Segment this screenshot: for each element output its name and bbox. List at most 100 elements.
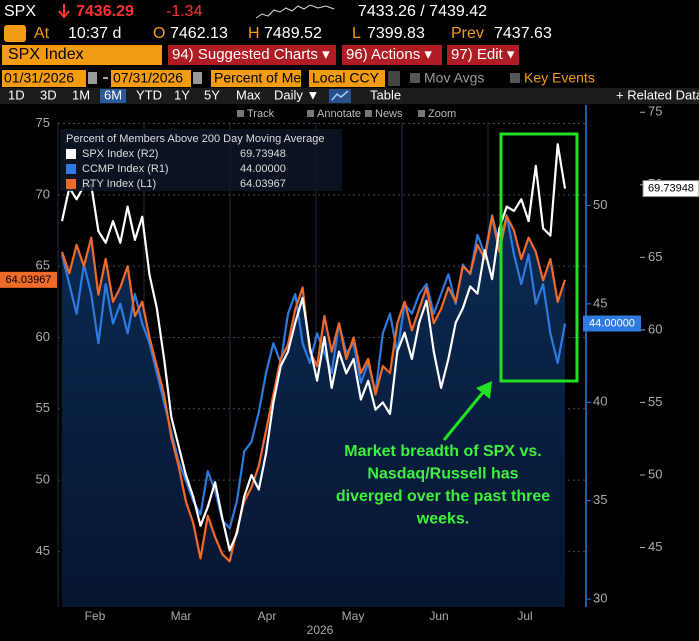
menu-button[interactable]	[168, 45, 336, 65]
y2-tick-label: 40	[593, 394, 607, 409]
prev-label: Prev	[451, 25, 484, 42]
legend-box	[60, 129, 342, 191]
period-button[interactable]: 5Y	[204, 87, 220, 102]
highlight-box	[499, 132, 579, 383]
annotation-arrow	[442, 389, 487, 441]
y3-tick-label: 65	[648, 249, 662, 264]
open: 7462.13	[170, 25, 228, 42]
y3-tick-label: 60	[648, 321, 662, 336]
tool-icon	[307, 110, 314, 117]
period-button[interactable]: Max	[236, 87, 261, 102]
series-line	[60, 214, 567, 530]
legend-label: SPX Index (R2)	[82, 148, 158, 160]
y2-tick-label: 45	[593, 295, 607, 310]
legend-title: Percent of Members Above 200 Day Moving …	[66, 133, 324, 145]
dropdown[interactable]	[388, 71, 400, 86]
last-value-label: 69.73948	[648, 182, 694, 194]
y3-tick-label: 75	[648, 104, 662, 119]
end-date: 07/31/2026	[113, 70, 183, 86]
currency-selector[interactable]	[309, 70, 385, 87]
arrow-head	[476, 381, 492, 399]
legend-swatch	[66, 149, 76, 159]
at-label: At	[34, 25, 50, 42]
x-tick-label: Mar	[171, 609, 192, 623]
period-button[interactable]: 1Y	[174, 87, 190, 102]
period-button[interactable]: YTD	[136, 87, 162, 102]
y-tick-label: 55	[36, 400, 50, 415]
y3-tick-label: 50	[648, 466, 662, 481]
field-selector[interactable]	[211, 70, 301, 87]
y3-tick-label: 55	[648, 394, 662, 409]
chart-icon-line	[331, 90, 349, 101]
x-tick-label: Jun	[429, 609, 448, 623]
menu-item: 94) Suggested Charts ▾	[172, 46, 330, 63]
last-price: 7436.29	[76, 3, 134, 20]
annotation: Market breadth of SPX vs.	[344, 443, 541, 460]
menu-button[interactable]	[447, 45, 519, 65]
y-tick-label: 45	[36, 543, 50, 558]
table-button[interactable]: Table	[370, 87, 401, 102]
last-value-flag	[642, 180, 699, 198]
y-tick-label: 70	[36, 186, 50, 201]
chart: Track Annotate News Zoom 45 50 55 60 65 70 75 Feb Ma…	[0, 104, 699, 641]
series-line	[60, 143, 567, 552]
legend-label: RTY Index (L1)	[82, 178, 156, 190]
frequency[interactable]: Daily ▼	[274, 87, 319, 102]
tool-button[interactable]: News	[375, 108, 403, 120]
currency: Local CCY	[312, 70, 380, 86]
bid-ask: 7433.26 / 7439.42	[358, 3, 487, 20]
x-tick-label: Jul	[517, 609, 532, 623]
legend-swatch	[66, 179, 76, 189]
security-box[interactable]	[2, 45, 162, 65]
period-button[interactable]: 1M	[72, 87, 90, 102]
checkbox[interactable]	[510, 73, 520, 83]
legend-value: 64.03967	[240, 178, 286, 190]
end-date-field[interactable]	[111, 70, 191, 87]
sparkline	[255, 4, 335, 19]
annotation: diverged over the past three	[336, 488, 550, 505]
mov-avgs: Mov Avgs	[424, 70, 484, 86]
annotation: Nasdaq/Russell has	[367, 466, 518, 483]
low-label: L	[352, 25, 361, 42]
related-data[interactable]: + Related Data	[616, 87, 699, 102]
x-tick-label: Apr	[258, 609, 277, 623]
icon[interactable]	[4, 25, 26, 42]
tool-button[interactable]: Track	[247, 108, 275, 120]
calendar-icon[interactable]	[88, 72, 97, 84]
menu-button[interactable]	[342, 45, 442, 65]
dash	[103, 77, 108, 79]
y2-tick-label: 35	[593, 492, 607, 507]
x-tick-label: Feb	[85, 609, 106, 623]
y-tick-label: 65	[36, 258, 50, 273]
field: Percent of Me	[214, 70, 301, 86]
y3-tick-label: 45	[648, 539, 662, 554]
high: 7489.52	[264, 25, 322, 42]
checkbox[interactable]	[410, 73, 420, 83]
menu-item: 96) Actions ▾	[346, 46, 432, 63]
y-tick-label: 50	[36, 472, 50, 487]
period-buttons: 1D 3D 1M 6M YTD 1Y 5Y Max	[8, 87, 261, 103]
key-events: Key Events	[524, 70, 595, 86]
period-button[interactable]: 1D	[8, 87, 25, 102]
y-tick-label: 75	[36, 115, 50, 130]
time: 10:37 d	[68, 25, 121, 42]
period-button[interactable]: 3D	[40, 87, 57, 102]
tool-icon	[237, 110, 244, 117]
tool-icon	[365, 110, 372, 117]
calendar-icon[interactable]	[193, 72, 202, 84]
period-button[interactable]: 6M	[104, 87, 122, 102]
open-label: O	[153, 25, 165, 42]
last-value-flag	[583, 315, 641, 332]
tool-button[interactable]: Zoom	[428, 108, 456, 120]
start-date: 01/31/2026	[4, 70, 74, 86]
x-tick-label: May	[342, 609, 365, 623]
legend-value: 44.00000	[240, 163, 286, 175]
menu-item: 97) Edit ▾	[451, 46, 515, 63]
tool-button[interactable]: Annotate	[317, 108, 361, 120]
legend-value: 69.73948	[240, 148, 286, 160]
legend-label: CCMP Index (R1)	[82, 163, 169, 175]
legend-swatch	[66, 164, 76, 174]
start-date-field[interactable]	[2, 70, 86, 87]
y2-tick-label: 50	[593, 197, 607, 212]
